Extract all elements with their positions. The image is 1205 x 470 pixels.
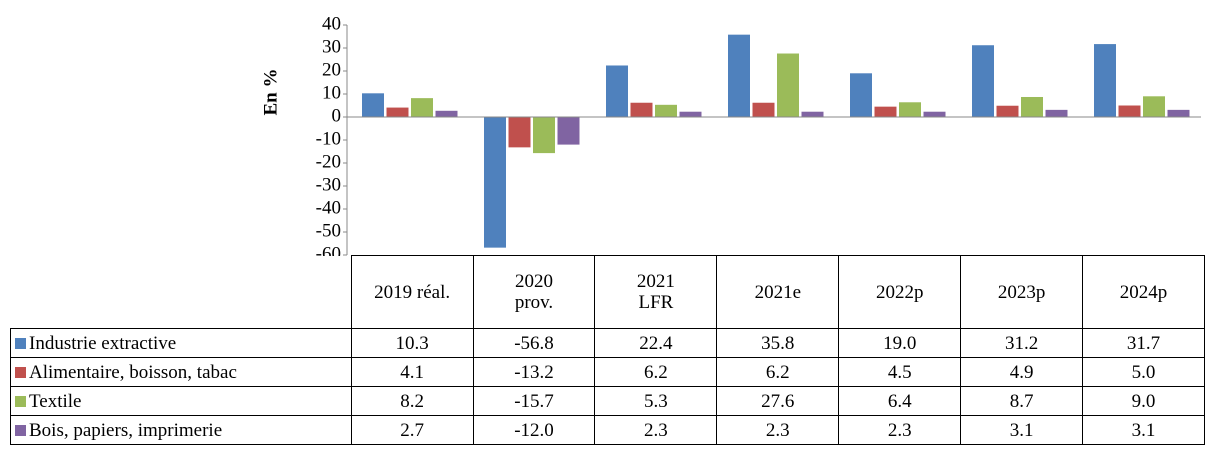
bar (996, 105, 1019, 117)
y-tick-label: 0 (332, 105, 342, 126)
bar (606, 65, 628, 117)
y-tick-label: 20 (322, 59, 341, 80)
category-label: 2022p (838, 255, 962, 329)
legend-cell: Bois, papiers, imprimerie (10, 415, 352, 445)
category-label: 2021e (716, 255, 840, 329)
bar (1021, 96, 1043, 117)
y-tick-label: 10 (322, 82, 341, 103)
bar (752, 102, 775, 117)
value-cell: 6.2 (716, 357, 840, 387)
bar (899, 102, 921, 117)
y-tick-label: -20 (316, 151, 341, 172)
bar (630, 102, 653, 117)
bar (655, 104, 677, 117)
legend-label: Textile (29, 390, 82, 412)
value-cell: 3.1 (1082, 415, 1205, 445)
value-cell: 4.1 (350, 357, 474, 387)
bar (1118, 105, 1141, 117)
bar (411, 98, 433, 117)
legend-swatch (15, 424, 26, 436)
category-label: 2021 LFR (594, 255, 718, 329)
category-label: 2019 réal. (350, 255, 474, 329)
bar (874, 106, 897, 117)
value-cell: 5.3 (594, 386, 718, 416)
bar (484, 117, 506, 248)
category-label: 2023p (960, 255, 1084, 329)
value-cell: 27.6 (716, 386, 840, 416)
legend-label: Industrie extractive (29, 332, 177, 354)
y-axis-label: En % (260, 69, 281, 116)
series-row: Alimentaire, boisson, tabac 4.1 -13.2 6.2 6.… (10, 357, 1205, 387)
legend-cell: Alimentaire, boisson, tabac (10, 357, 352, 387)
value-cell: 2.3 (716, 415, 840, 445)
bar (1143, 96, 1165, 117)
bar (508, 117, 531, 148)
value-cell: -12.0 (472, 415, 596, 445)
value-cell: 8.7 (960, 386, 1084, 416)
value-cell: 2.3 (838, 415, 962, 445)
value-cell: 35.8 (716, 328, 840, 358)
value-cell: -15.7 (472, 386, 596, 416)
category-label: 2020 prov. (472, 255, 596, 329)
y-tick-label: 40 (322, 13, 341, 34)
value-cell: 2.7 (350, 415, 474, 445)
legend-cell: Textile (10, 386, 352, 416)
bar (435, 110, 458, 117)
value-cell: 2.3 (594, 415, 718, 445)
bar (1045, 109, 1068, 117)
value-cell: 31.7 (1082, 328, 1205, 358)
series-row: Bois, papiers, imprimerie 2.7 -12.0 2.3 2.3 2… (10, 415, 1205, 445)
bar (557, 117, 580, 145)
value-cell: 8.2 (350, 386, 474, 416)
value-cell: 9.0 (1082, 386, 1205, 416)
y-tick-label: 30 (322, 36, 341, 57)
value-cell: 19.0 (838, 328, 962, 358)
value-cell: 10.3 (350, 328, 474, 358)
y-tick-label: -60 (316, 243, 341, 256)
value-cell: -56.8 (472, 328, 596, 358)
header-row: 2019 réal. 2020 prov. 2021 LFR 2021e 2022p 20… (11, 255, 1205, 329)
bar (1167, 109, 1190, 117)
data-table: 2019 réal. 2020 prov. 2021 LFR 2021e 2022p 20… (10, 255, 1205, 445)
bar (362, 93, 384, 117)
legend-label: Bois, papiers, imprimerie (29, 419, 223, 441)
value-cell: 3.1 (960, 415, 1084, 445)
legend-cell: Industrie extractive (10, 328, 352, 358)
value-cell: 31.2 (960, 328, 1084, 358)
legend-swatch (15, 337, 26, 349)
bar (850, 73, 872, 117)
bar (972, 45, 994, 117)
value-cell: 4.5 (838, 357, 962, 387)
value-cell: 22.4 (594, 328, 718, 358)
category-label: 2024p (1082, 255, 1205, 329)
blank-cell (11, 256, 352, 329)
bar (1094, 44, 1116, 118)
y-tick-label: -40 (316, 197, 341, 218)
value-cell: 6.4 (838, 386, 962, 416)
y-tick-label: -30 (316, 174, 341, 195)
y-tick-label: -50 (316, 220, 341, 241)
bar (728, 34, 750, 117)
value-cell: 4.9 (960, 357, 1084, 387)
bar (533, 117, 555, 154)
series-row: Textile 8.2 -15.7 5.3 27.6 6.4 8.7 9.0 (10, 386, 1205, 416)
bar (923, 111, 946, 117)
bar (801, 111, 824, 117)
legend-label: Alimentaire, boisson, tabac (29, 361, 237, 383)
bar (679, 111, 702, 117)
bar (777, 53, 799, 117)
legend-swatch (15, 395, 26, 407)
series-row: Industrie extractive 10.3 -56.8 22.4 35.8 19.… (10, 328, 1205, 358)
legend-swatch (15, 366, 26, 378)
value-cell: 6.2 (594, 357, 718, 387)
value-cell: 5.0 (1082, 357, 1205, 387)
bar (386, 107, 409, 117)
y-tick-label: -10 (316, 128, 341, 149)
value-cell: -13.2 (472, 357, 596, 387)
